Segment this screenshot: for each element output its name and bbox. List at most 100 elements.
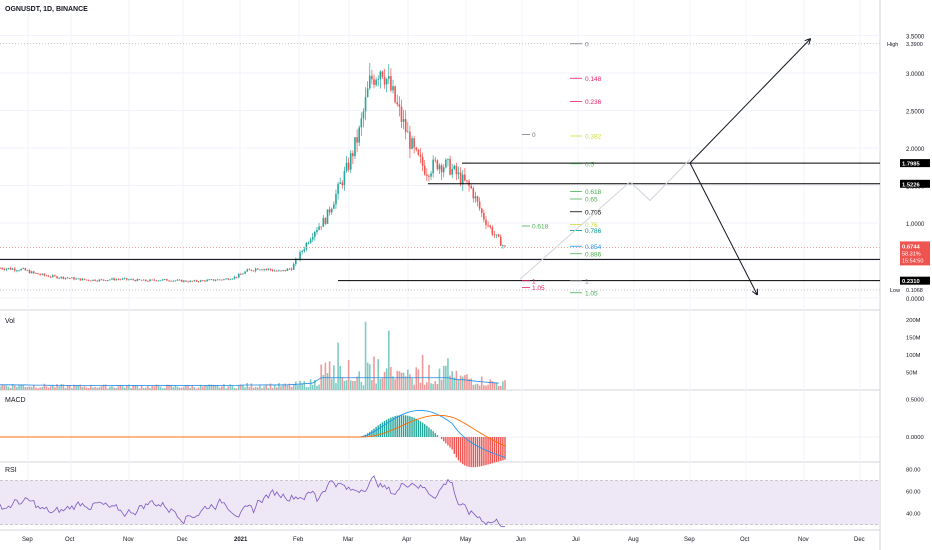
time-tick-label: Jun — [516, 537, 526, 543]
volume-bar — [240, 384, 242, 390]
macd-histogram-bar — [502, 437, 504, 461]
volume-bar — [187, 386, 189, 390]
volume-bar — [100, 386, 103, 390]
volume-bar — [60, 383, 63, 390]
level-badge[interactable] — [900, 276, 930, 285]
candle-body — [316, 229, 318, 232]
rsi-pane[interactable] — [0, 475, 880, 528]
candle-body — [259, 269, 261, 271]
volume-bar — [94, 387, 96, 390]
volume-bar — [170, 385, 172, 390]
candle-body — [125, 278, 128, 280]
candle-body — [328, 209, 331, 213]
candle-body — [275, 270, 278, 272]
price-axis[interactable]: 3.50003.00002.50002.00001.50001.00000.50… — [887, 35, 930, 518]
volume-bar — [130, 388, 132, 390]
macd-histogram-bar — [369, 431, 371, 437]
volume-bar — [39, 387, 41, 390]
candle-body — [161, 279, 164, 281]
time-tick-label: Mar — [343, 537, 353, 543]
volume-bar — [487, 384, 489, 390]
price-pane[interactable]: 00.1480.2360.3820.50.6180.650.7050.760.7… — [0, 39, 880, 297]
candles-group[interactable] — [0, 62, 506, 283]
level-badge[interactable] — [900, 159, 930, 168]
candle-body — [202, 280, 204, 282]
bearish-arrow[interactable] — [689, 162, 757, 294]
volume-bar — [104, 384, 107, 390]
volume-bar — [491, 381, 494, 390]
candle-body — [394, 86, 396, 103]
candle-body — [106, 279, 109, 281]
volume-bar — [356, 376, 358, 390]
candle-body — [172, 280, 175, 282]
macd-histogram-bar — [466, 437, 468, 467]
volume-bar — [411, 378, 413, 390]
candle-body — [457, 172, 460, 175]
candle-body — [210, 279, 213, 281]
volume-bar — [197, 387, 200, 390]
candle-body — [282, 270, 284, 271]
projection-path[interactable] — [519, 158, 691, 280]
volume-bar — [461, 376, 464, 390]
volume-tick-label: 50M — [906, 371, 917, 377]
candle-body — [244, 271, 246, 274]
volume-bar — [37, 388, 39, 390]
volume-bar — [470, 378, 472, 390]
volume-bar — [324, 362, 327, 390]
time-axis[interactable]: Sep Oct Nov Dec 2021 Feb Mar Apr May Jun Jul Aug Sep… — [22, 537, 865, 543]
candle-body — [254, 268, 257, 271]
candle-body — [30, 271, 33, 274]
candle-body — [318, 226, 320, 230]
candle-body — [379, 71, 382, 80]
low-value: 0.1068 — [906, 288, 923, 294]
volume-bar — [288, 383, 291, 390]
volume-bar — [195, 388, 198, 390]
macd-histogram-bar — [413, 417, 415, 437]
volume-bars-group[interactable] — [0, 321, 506, 390]
macd-histogram-bar — [388, 418, 390, 437]
macd-histogram-bar — [407, 415, 409, 437]
volume-bar — [73, 384, 75, 390]
candle-body — [364, 97, 367, 112]
volume-bar — [497, 385, 500, 390]
volume-tick-label: 200M — [906, 318, 921, 324]
macd-histogram-bar — [415, 418, 417, 437]
fib2-level-label: 1 — [532, 278, 536, 285]
macd-histogram-bar — [468, 437, 470, 467]
volume-pane[interactable] — [0, 321, 506, 390]
candle-body — [96, 280, 98, 282]
symbol-title[interactable]: OGNUSDT, 1D, BINANCE — [5, 6, 88, 13]
candle-body — [495, 234, 498, 236]
price-tick-label: 3.0000 — [906, 72, 925, 78]
volume-bar — [358, 371, 361, 390]
candle-body — [151, 279, 153, 281]
macd-pane[interactable] — [0, 409, 880, 468]
candle-body — [155, 280, 158, 282]
volume-bar — [0, 386, 1, 390]
volume-bar — [229, 384, 232, 390]
candle-body — [62, 276, 65, 279]
level-badge[interactable] — [900, 179, 930, 188]
candle-body — [358, 127, 361, 143]
macd-histogram-bar — [421, 422, 424, 437]
candle-body — [18, 270, 20, 272]
volume-bar — [295, 381, 297, 390]
volume-bar — [457, 379, 460, 390]
volume-bar — [147, 385, 149, 390]
candle-body — [449, 158, 451, 175]
fib-level-label: 0.618 — [585, 189, 602, 196]
candle-body — [66, 277, 69, 279]
current-price-badge[interactable] — [900, 241, 930, 266]
candle-body — [43, 273, 46, 276]
bullish-arrow[interactable] — [689, 39, 810, 164]
volume-bar — [83, 386, 86, 390]
volume-bar — [464, 375, 466, 390]
volume-bar — [330, 378, 333, 390]
volume-tick-label: 100M — [906, 353, 921, 359]
fib-level-label: 0.236 — [585, 99, 602, 106]
volume-bar — [20, 384, 22, 390]
candle-body — [362, 111, 365, 119]
candle-body — [347, 162, 350, 170]
